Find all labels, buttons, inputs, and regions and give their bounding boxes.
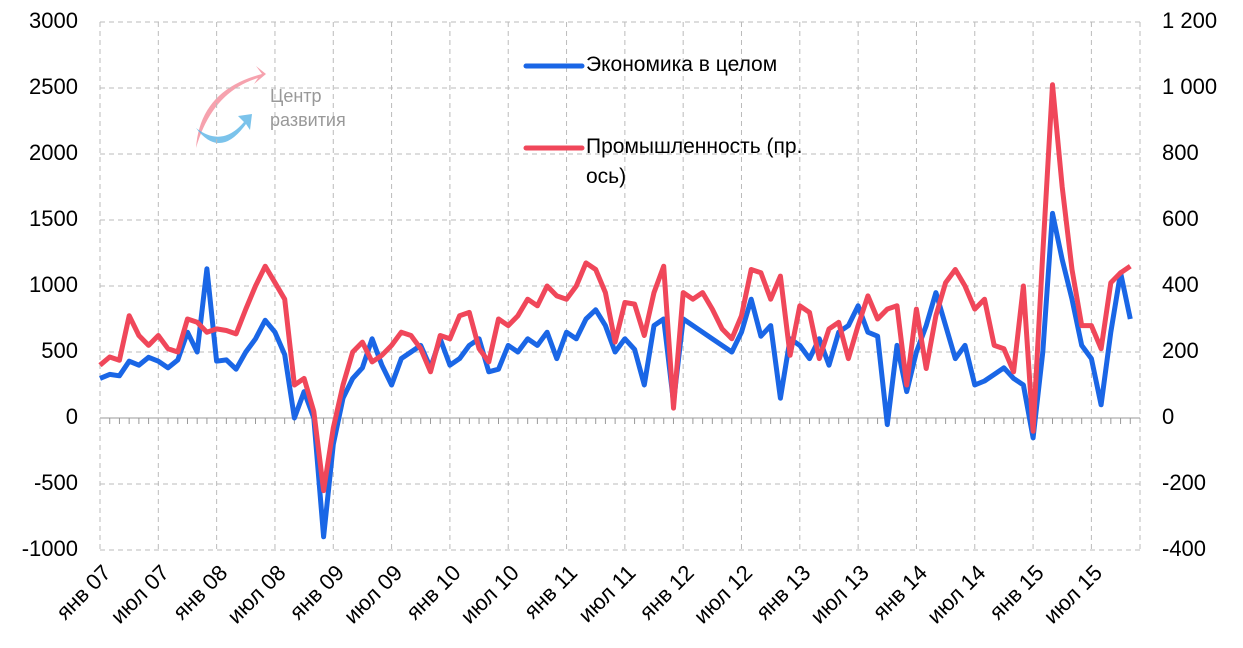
x-tick-label: янв 11 xyxy=(519,560,582,623)
x-tick-label: июл 10 xyxy=(455,560,523,628)
y2-tick-label: 400 xyxy=(1162,272,1199,297)
y2-tick-label: 600 xyxy=(1162,206,1199,231)
y-tick-label: 2500 xyxy=(29,74,78,99)
y2-tick-label: 800 xyxy=(1162,140,1199,165)
y2-tick-label: 1 200 xyxy=(1162,8,1217,33)
y2-tick-label: 200 xyxy=(1162,338,1199,363)
x-tick-label: июл 12 xyxy=(689,560,757,628)
series-line xyxy=(99,210,1133,540)
x-tick-label: июл 07 xyxy=(106,560,174,628)
y-tick-label: -500 xyxy=(34,470,78,495)
x-tick-label: янв 10 xyxy=(401,560,466,625)
x-tick-label: июл 15 xyxy=(1039,560,1107,628)
y2-tick-label: 0 xyxy=(1162,404,1174,429)
y-tick-label: 2000 xyxy=(29,140,78,165)
y2-tick-label: -400 xyxy=(1162,536,1206,561)
watermark: Центр развития xyxy=(270,86,346,130)
x-tick-label: янв 09 xyxy=(284,560,349,625)
logo-arrow xyxy=(196,114,252,144)
x-tick-label: янв 07 xyxy=(51,560,116,625)
y-tick-label: 3000 xyxy=(29,8,78,33)
logo-arrow xyxy=(196,66,266,148)
x-tick-label: янв 13 xyxy=(751,560,816,625)
series-line xyxy=(98,82,1132,494)
y-tick-label: 1000 xyxy=(29,272,78,297)
y2-tick-label: -200 xyxy=(1162,470,1206,495)
x-tick-label: янв 08 xyxy=(168,560,233,625)
x-tick-label: июл 11 xyxy=(573,560,640,627)
y-tick-label: -1000 xyxy=(22,536,78,561)
legend-label: Промышленность (пр. ось) xyxy=(586,135,803,188)
x-tick-label: июл 13 xyxy=(805,560,873,628)
x-tick-label: янв 14 xyxy=(868,560,933,625)
x-tick-label: янв 15 xyxy=(984,560,1049,625)
y-tick-label: 500 xyxy=(41,338,78,363)
x-tick-label: июл 09 xyxy=(339,560,407,628)
x-tick-label: янв 12 xyxy=(634,560,699,625)
x-tick-label: июл 14 xyxy=(922,560,990,628)
legend-label: Экономика в целом xyxy=(586,53,778,76)
y-tick-label: 0 xyxy=(66,404,78,429)
y-tick-label: 1500 xyxy=(29,206,78,231)
x-tick-label: июл 08 xyxy=(222,560,290,628)
y2-tick-label: 1 000 xyxy=(1162,74,1217,99)
